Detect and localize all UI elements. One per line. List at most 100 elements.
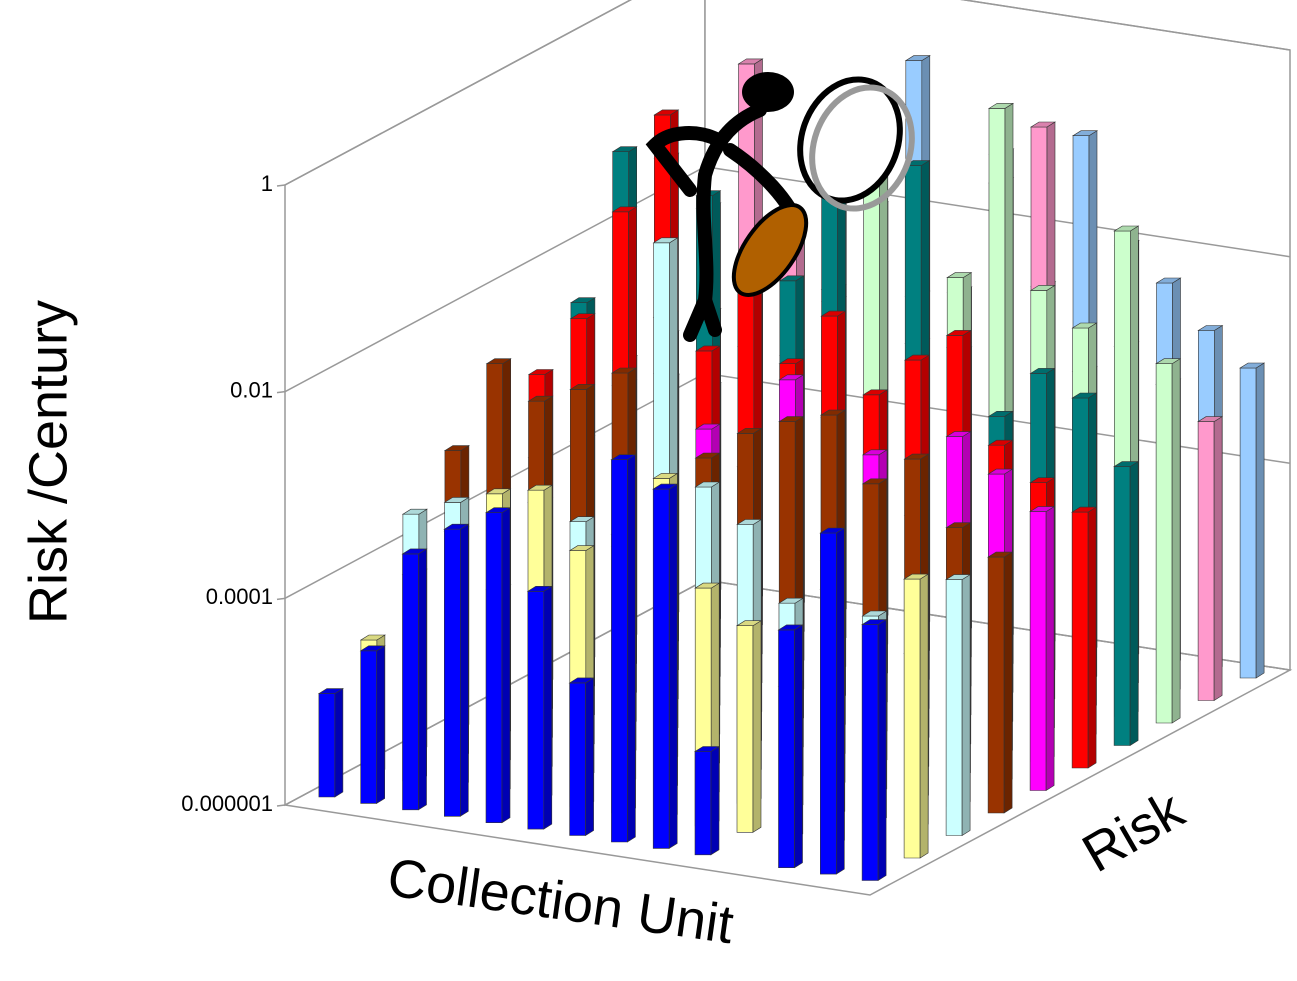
bar xyxy=(652,483,679,849)
bar-front xyxy=(527,590,545,830)
bar-side xyxy=(334,688,344,798)
bar-top xyxy=(443,497,470,503)
figure-head xyxy=(742,72,794,112)
bar-side xyxy=(1255,362,1265,679)
bar xyxy=(526,585,553,830)
bar-top xyxy=(569,384,596,390)
bar-top xyxy=(485,358,512,365)
y-tick-label: 0.000001 xyxy=(181,791,273,816)
bar-top xyxy=(1071,506,1098,513)
bar-top xyxy=(568,545,595,551)
bar-side xyxy=(501,507,511,824)
bar-top xyxy=(1239,362,1266,369)
bar-top xyxy=(1029,121,1057,128)
bar-side xyxy=(961,574,971,837)
bar-side xyxy=(794,624,803,869)
bar-front xyxy=(736,625,754,833)
bar xyxy=(1197,416,1224,702)
y-tick-label: 0.01 xyxy=(230,377,273,402)
handle xyxy=(731,203,809,297)
figure-body xyxy=(645,103,807,342)
bar xyxy=(777,624,804,869)
bar-top xyxy=(1029,368,1056,374)
bar-top xyxy=(945,431,972,437)
bar-front xyxy=(402,553,419,811)
bar-top xyxy=(610,367,638,374)
bar-top xyxy=(903,573,930,580)
bar-top xyxy=(568,516,596,523)
bar-front xyxy=(569,682,586,836)
bar-side xyxy=(835,527,845,875)
bar xyxy=(945,574,972,837)
bar-top xyxy=(526,484,554,491)
bar xyxy=(610,454,637,843)
bar-side xyxy=(668,483,678,849)
bar-top xyxy=(317,688,344,694)
bar-top xyxy=(904,55,931,61)
bar-side xyxy=(1171,358,1181,724)
bar-top xyxy=(694,481,721,488)
bar xyxy=(359,645,386,804)
bar-top xyxy=(987,439,1014,446)
bar-top xyxy=(1071,130,1099,136)
bar-top xyxy=(778,416,805,422)
bar-top xyxy=(778,275,805,282)
bar-top xyxy=(819,409,847,416)
bar-top xyxy=(652,483,679,490)
bar xyxy=(903,573,930,859)
bar-top xyxy=(611,206,638,213)
bar xyxy=(1029,506,1056,792)
bar-side xyxy=(1087,506,1097,769)
bars xyxy=(317,55,1266,882)
bar-front xyxy=(778,629,795,869)
bar-top xyxy=(1113,461,1140,467)
bar-top xyxy=(819,527,846,534)
bar-top xyxy=(568,677,595,684)
bar-top xyxy=(1029,506,1056,512)
bar-top xyxy=(527,395,554,402)
bar-front xyxy=(1239,367,1257,679)
bar-top xyxy=(1071,392,1098,399)
bar-top xyxy=(778,358,805,365)
bar-top xyxy=(652,237,679,244)
bar-front xyxy=(611,459,628,843)
bar-top xyxy=(485,488,512,495)
bar-top xyxy=(1113,225,1140,232)
bar-top xyxy=(861,449,889,456)
bar-front xyxy=(443,528,461,817)
y-axis-title: Risk /Century xyxy=(18,300,78,624)
bar-side xyxy=(1213,416,1223,702)
bar-top xyxy=(987,410,1014,417)
bar-front xyxy=(1155,363,1173,724)
bar-top xyxy=(735,620,763,627)
bar-top xyxy=(694,582,721,589)
bar xyxy=(1239,362,1266,679)
y-tick-label: 0.0001 xyxy=(206,584,273,609)
bar-side xyxy=(877,619,887,882)
bar-top xyxy=(694,345,722,352)
bar-top xyxy=(861,619,888,625)
bar xyxy=(735,620,763,833)
bar-front xyxy=(360,650,378,804)
bar xyxy=(1113,461,1140,747)
bar-top xyxy=(569,313,596,320)
bar-top xyxy=(1029,477,1056,484)
bar-front xyxy=(945,579,963,836)
bar-side xyxy=(459,523,469,817)
bar xyxy=(819,527,846,875)
bar-front xyxy=(318,693,336,798)
tick-mark xyxy=(276,804,286,807)
bar-side xyxy=(418,548,427,811)
bar-top xyxy=(652,473,679,479)
bar-top xyxy=(1197,416,1224,422)
z-axis-title: Risk xyxy=(1073,779,1195,884)
bar-top xyxy=(527,369,554,375)
bar-top xyxy=(945,522,972,529)
bar-top xyxy=(694,452,721,459)
bar-top xyxy=(653,109,680,116)
bar-top xyxy=(1155,358,1182,365)
bar-front xyxy=(1071,511,1089,769)
bar xyxy=(568,677,595,837)
bar-front xyxy=(1113,466,1131,746)
